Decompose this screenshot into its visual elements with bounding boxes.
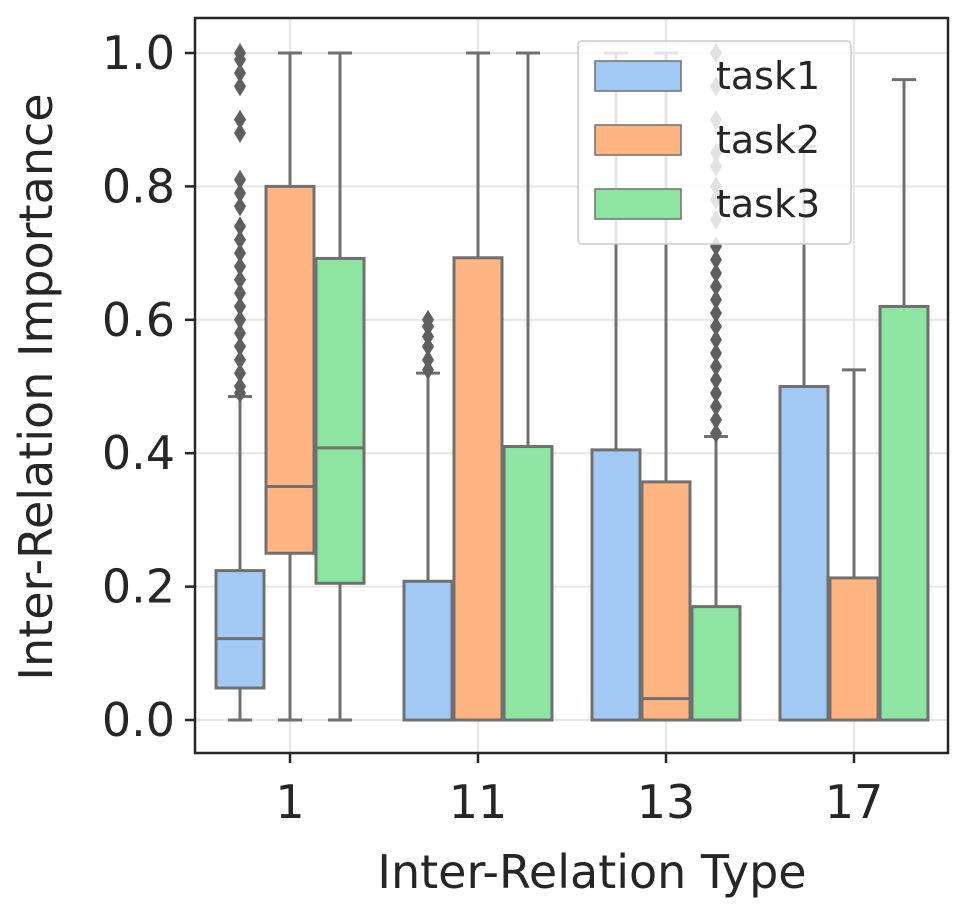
- axes: 0.00.20.40.60.81.01 11 13 17: [102, 26, 883, 829]
- x-tick-label: 17: [825, 775, 884, 829]
- outlier-point: [234, 323, 246, 344]
- box-task2-type-11: [452, 51, 504, 722]
- outlier-point: [234, 256, 246, 277]
- box-body: [640, 480, 692, 722]
- box-body: [452, 256, 504, 722]
- outlier-point: [710, 423, 722, 444]
- outlier-point: [234, 63, 246, 84]
- x-tick-label: 1: [275, 775, 304, 829]
- box-task1-type-11: [402, 309, 454, 722]
- outlier-point: [234, 243, 246, 264]
- legend-swatch-task3: [594, 188, 682, 220]
- box-task2-type-17: [828, 368, 880, 722]
- outlier-point: [234, 309, 246, 330]
- box-body: [402, 579, 454, 722]
- y-tick-label: 0.6: [102, 293, 175, 347]
- box-body: [828, 576, 880, 722]
- box-task3-type-11: [502, 51, 554, 722]
- box-body: [264, 184, 316, 555]
- outlier-point: [710, 289, 722, 310]
- y-tick-label: 0.0: [102, 693, 175, 747]
- y-tick-label: 0.2: [102, 560, 175, 614]
- outlier-point: [234, 43, 246, 63]
- y-axis-label: Inter-Relation Importance: [9, 93, 63, 680]
- box-body: [502, 445, 554, 722]
- outlier-point: [234, 376, 246, 397]
- box-body: [690, 605, 742, 722]
- outlier-point: [710, 276, 722, 297]
- outlier-point: [234, 123, 246, 144]
- legend-label-task1: task1: [716, 54, 820, 98]
- x-tick-label: 11: [449, 775, 508, 829]
- legend-swatch-task1: [594, 60, 682, 92]
- outlier-point: [422, 336, 434, 357]
- outlier-point: [710, 329, 722, 350]
- y-tick-label: 0.8: [102, 159, 175, 213]
- legend-label-task2: task2: [716, 118, 820, 162]
- outlier-point: [234, 183, 246, 204]
- outlier-point: [234, 269, 246, 290]
- outlier-point: [234, 349, 246, 370]
- box-body: [878, 304, 930, 722]
- outlier-point: [710, 356, 722, 377]
- plot-frame: [193, 16, 950, 755]
- x-tick-label: 13: [637, 775, 696, 829]
- outlier-point: [234, 109, 246, 130]
- box-task1-type-1: [214, 43, 266, 722]
- outlier-point: [234, 283, 246, 304]
- box-task1-type-17: [778, 144, 830, 722]
- outlier-point: [422, 349, 434, 370]
- box-body: [590, 448, 642, 722]
- legend-label-task3: task3: [716, 182, 820, 226]
- outlier-point: [710, 263, 722, 284]
- series-task2: [264, 51, 880, 722]
- y-tick-label: 1.0: [102, 26, 175, 80]
- outlier-point: [710, 316, 722, 337]
- series-task1: [214, 43, 830, 722]
- outlier-point: [234, 363, 246, 384]
- outlier-point: [710, 303, 722, 324]
- outlier-point: [710, 383, 722, 404]
- outlier-point: [234, 76, 246, 97]
- x-axis-label: Inter-Relation Type: [377, 845, 806, 899]
- outlier-point: [710, 396, 722, 417]
- outlier-point: [234, 216, 246, 237]
- legend: task1 task2 task3: [577, 40, 852, 245]
- box-body: [214, 569, 266, 690]
- outlier-point: [422, 359, 434, 380]
- outlier-point: [234, 336, 246, 357]
- legend-swatch-task2: [594, 124, 682, 156]
- outlier-point: [422, 326, 434, 347]
- outlier-point: [234, 196, 246, 217]
- outlier-point: [710, 343, 722, 364]
- outlier-point: [710, 249, 722, 270]
- y-tick-label: 0.4: [102, 426, 175, 480]
- outlier-point: [710, 369, 722, 390]
- box-task1-type-13: [590, 51, 642, 722]
- box-body: [778, 385, 830, 722]
- box-task3-type-17: [878, 78, 930, 722]
- box-body: [314, 256, 366, 585]
- outlier-point: [710, 409, 722, 430]
- box-task3-type-1: [314, 51, 366, 722]
- box-task2-type-1: [264, 51, 316, 722]
- box-task2-type-13: [640, 51, 692, 722]
- outlier-point: [422, 309, 434, 330]
- outlier-point: [234, 169, 246, 190]
- outlier-point: [234, 229, 246, 250]
- outlier-point: [234, 296, 246, 317]
